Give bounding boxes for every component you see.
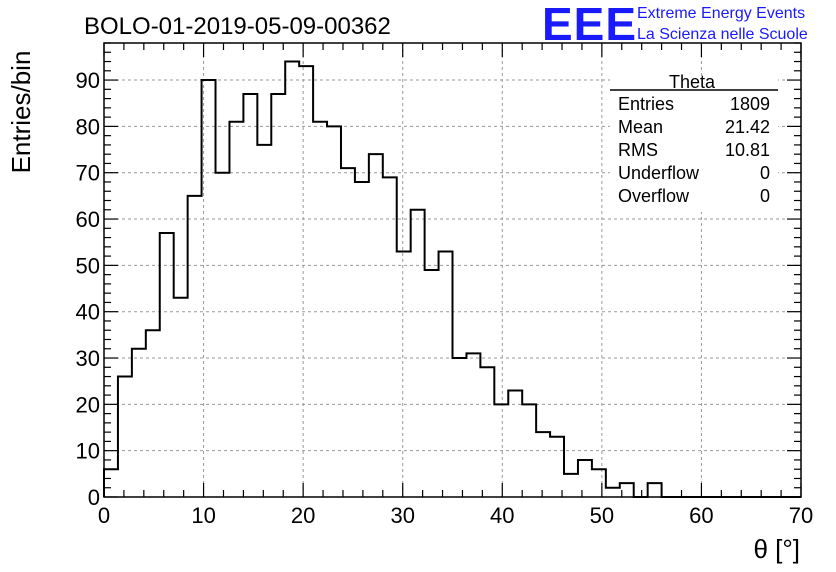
x-tick-label: 50: [590, 503, 614, 528]
histogram-bin: [174, 298, 188, 497]
histogram-bin: [188, 196, 202, 497]
stats-box: Theta Entries 1809 Mean 21.42 RMS 10.81 Underf…: [610, 72, 778, 212]
histogram-bin: [453, 358, 467, 497]
histogram-bin: [118, 377, 132, 497]
histogram-bin: [397, 251, 411, 497]
histogram-bin: [229, 122, 243, 497]
y-tick-label: 80: [76, 114, 100, 139]
x-tick-label: 40: [490, 503, 514, 528]
axes: [103, 42, 802, 498]
y-tick-label: 60: [76, 207, 100, 232]
stats-rows: Entries 1809 Mean 21.42 RMS 10.81 Underflow 0 Ov…: [618, 94, 770, 206]
eee-logo-mark: EEE: [542, 0, 637, 50]
tick-labels: 0 10 20 30 40 50 60 70 0 10 20 30 40 50 60 70 80 90: [76, 68, 814, 528]
eee-logo-line2: La Scienza nelle Scuole: [637, 26, 808, 43]
histogram-bin: [425, 270, 439, 497]
x-tick-label: 30: [390, 503, 414, 528]
eee-logo: EEE Extreme Energy Events La Scienza nel…: [542, 0, 808, 50]
eee-logo-line1: Extreme Energy Events: [637, 5, 805, 22]
y-tick-label: 30: [76, 346, 100, 371]
histogram-bin: [648, 483, 662, 497]
stats-row-label: Entries: [618, 94, 674, 114]
stats-row-value: 10.81: [725, 140, 770, 160]
stats-row-value: 0: [760, 163, 770, 183]
x-tick-label: 60: [689, 503, 713, 528]
histogram-bin: [606, 488, 620, 497]
histogram-bin: [494, 404, 508, 497]
stats-row-label: Underflow: [618, 163, 700, 183]
stats-row-value: 1809: [730, 94, 770, 114]
x-tick-label: 10: [191, 503, 215, 528]
histogram-bin: [243, 94, 257, 497]
stats-row-label: Mean: [618, 117, 663, 137]
histogram-bin: [271, 94, 285, 497]
x-tick-label: 0: [98, 503, 110, 528]
stats-row-value: 21.42: [725, 117, 770, 137]
histogram-bin: [564, 474, 578, 497]
histogram-bin: [550, 437, 564, 497]
y-tick-label: 10: [76, 439, 100, 464]
plot-frame: [103, 42, 802, 498]
histogram-bin: [216, 173, 230, 497]
histogram-bin: [132, 349, 146, 497]
x-tick-label: 70: [789, 503, 813, 528]
histogram-bin: [257, 145, 271, 497]
y-tick-label: 20: [76, 392, 100, 417]
histogram-outline: [103, 60, 801, 498]
y-axis-label: Entries/bin: [6, 51, 36, 174]
histogram-bin: [536, 432, 550, 497]
y-tick-label: 0: [88, 485, 100, 510]
histogram-bin: [592, 469, 606, 497]
chart-title: BOLO-01-2019-05-09-00362: [84, 13, 391, 40]
histogram-bin: [369, 154, 383, 497]
histogram-bin: [202, 80, 216, 497]
histogram-bin: [480, 367, 494, 497]
stats-row-label: RMS: [618, 140, 658, 160]
histogram-bin: [383, 177, 397, 497]
histogram-series: [103, 60, 801, 498]
y-tick-label: 50: [76, 253, 100, 278]
histogram-bin: [146, 330, 160, 497]
histogram-bin: [299, 66, 313, 497]
histogram-bin: [508, 390, 522, 497]
y-tick-label: 70: [76, 161, 100, 186]
histogram-bin: [341, 168, 355, 497]
histogram-bin: [104, 469, 118, 497]
x-axis-label: θ [°]: [753, 534, 800, 564]
histogram-bin: [285, 62, 299, 497]
histogram-bin: [355, 182, 369, 497]
histogram-bin: [160, 233, 174, 497]
histogram-bin: [578, 460, 592, 497]
histogram-bin: [522, 404, 536, 497]
stats-box-bg: [610, 78, 778, 212]
stats-title: Theta: [669, 72, 716, 92]
histogram-bin: [411, 210, 425, 497]
y-tick-label: 40: [76, 300, 100, 325]
y-tick-label: 90: [76, 68, 100, 93]
histogram-bin: [439, 251, 453, 497]
stats-row-value: 0: [760, 186, 770, 206]
histogram-bin: [327, 126, 341, 497]
histogram-bin: [313, 122, 327, 497]
stats-row-label: Overflow: [618, 186, 690, 206]
x-tick-label: 20: [291, 503, 315, 528]
histogram-bin: [466, 353, 480, 497]
